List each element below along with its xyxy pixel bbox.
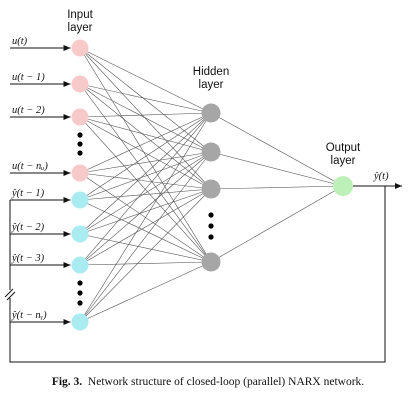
input-node-7: [71, 313, 89, 331]
edge-input-5-hidden-0: [79, 112, 212, 235]
input-ellipsis-dot-b1: [77, 290, 83, 296]
output-layer-title-2: layer: [331, 155, 356, 167]
edge-input-3-hidden-1: [79, 151, 212, 174]
edge-input-5-hidden-2: [79, 188, 212, 235]
break-mark-1: [4, 288, 14, 298]
input-layer-title-2: layer: [68, 22, 93, 34]
input-label-1: u(t − 1): [12, 72, 45, 83]
hidden-ellipsis-dot-2: [208, 234, 214, 240]
edge-hidden-1-output: [210, 151, 344, 187]
edge-input-4-hidden-0: [79, 112, 212, 201]
edge-input-1-hidden-2: [79, 83, 212, 190]
ellipsis-dots: [77, 132, 214, 306]
edge-input-4-hidden-1: [79, 151, 212, 201]
edge-input-5-hidden-3: [79, 233, 212, 263]
input-ellipsis-dot-a2: [77, 150, 83, 156]
hidden-node-1: [201, 142, 221, 162]
input-node-2: [71, 108, 89, 126]
figure-caption-text: Network structure of closed-loop (parall…: [87, 376, 365, 388]
edge-input-1-hidden-0: [79, 83, 212, 114]
input-label-0: u(t): [12, 36, 28, 47]
edge-input-4-hidden-3: [79, 199, 212, 263]
edge-input-2-hidden-1: [79, 116, 212, 153]
edge-input-0-hidden-1: [79, 47, 212, 153]
edge-hidden-3-output: [210, 185, 344, 263]
edge-input-7-hidden-0: [79, 112, 212, 323]
edge-input-0-hidden-0: [79, 47, 212, 114]
input-label-7: ŷ(t − nᵧ): [11, 310, 47, 321]
hidden-layer-title-2: layer: [199, 79, 224, 91]
edge-input-6-hidden-0: [79, 112, 212, 266]
edge-input-2-hidden-2: [79, 116, 212, 190]
edge-input-6-hidden-3: [79, 261, 212, 266]
input-node-6: [71, 256, 89, 274]
input-label-4: ŷ(t − 1): [11, 188, 45, 199]
input-ellipsis-dot-b2: [77, 300, 83, 306]
input-ellipsis-dot-b0: [77, 280, 83, 286]
hidden-node-2: [201, 179, 221, 199]
edge-input-6-hidden-1: [79, 151, 212, 266]
edge-input-0-hidden-3: [79, 47, 212, 263]
edge-input-1-hidden-1: [79, 83, 212, 153]
edge-input-1-hidden-3: [79, 83, 212, 263]
output-layer-title: Output: [326, 142, 361, 154]
hidden-ellipsis-dot-1: [208, 223, 214, 229]
edge-hidden-2-output: [210, 185, 344, 190]
break-mark-2: [6, 291, 16, 301]
input-labels: u(t) u(t − 1) u(t − 2) u(t − nᵤ) ŷ(t − 1) ŷ(t…: [11, 36, 48, 321]
input-arrows: [10, 45, 71, 325]
input-node-1: [71, 75, 89, 93]
edge-input-3-hidden-0: [79, 112, 212, 174]
input-label-2: u(t − 2): [12, 105, 45, 116]
feedback-path: [9, 186, 386, 363]
input-label-3: u(t − nᵤ): [12, 161, 48, 172]
input-ellipsis-dot-a0: [77, 132, 83, 138]
edge-hidden-0-output: [210, 112, 344, 187]
hidden-node-3: [201, 252, 221, 272]
connection-edges: [79, 47, 344, 323]
edge-input-7-hidden-3: [79, 261, 212, 323]
output-label: ŷ(t): [373, 171, 389, 182]
hidden-node-0: [201, 103, 221, 123]
edge-input-0-hidden-2: [79, 47, 212, 190]
input-node-3: [71, 164, 89, 182]
edge-input-2-hidden-3: [79, 116, 212, 263]
edge-input-2-hidden-0: [79, 112, 212, 118]
edge-input-5-hidden-1: [79, 151, 212, 235]
input-label-5: ŷ(t − 2): [11, 222, 45, 233]
edge-input-3-hidden-2: [79, 172, 212, 190]
input-node-0: [71, 39, 89, 57]
neuron-nodes: [71, 39, 353, 331]
hidden-ellipsis-dot-0: [208, 212, 214, 218]
figure-number: Fig. 3.: [51, 376, 83, 388]
input-label-6: ŷ(t − 3): [11, 253, 45, 264]
figure-caption: Fig. 3. Network structure of closed-loop…: [0, 376, 416, 388]
output-node: [333, 176, 353, 196]
edge-input-7-hidden-2: [79, 188, 212, 323]
edge-input-6-hidden-2: [79, 188, 212, 266]
input-layer-title: Input: [67, 9, 93, 21]
edge-input-4-hidden-2: [79, 188, 212, 201]
feedback-loop: [4, 183, 402, 363]
input-node-4: [71, 191, 89, 209]
edge-input-7-hidden-1: [79, 151, 212, 323]
input-node-5: [71, 225, 89, 243]
hidden-layer-title: Hidden: [193, 66, 229, 78]
input-ellipsis-dot-a1: [77, 141, 83, 147]
